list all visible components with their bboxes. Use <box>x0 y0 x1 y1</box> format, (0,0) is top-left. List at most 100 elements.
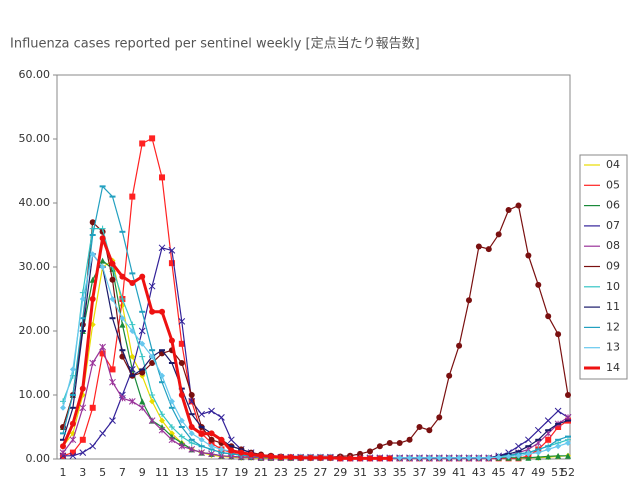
x-tick-label: 33 <box>373 466 387 479</box>
x-tick-label: 17 <box>214 466 228 479</box>
marker <box>139 340 146 347</box>
marker <box>188 446 196 453</box>
marker <box>129 328 136 334</box>
marker <box>188 430 195 437</box>
x-tick-label: 7 <box>119 466 126 479</box>
legend-label: 08 <box>606 239 620 252</box>
marker <box>208 430 215 437</box>
marker <box>505 453 512 460</box>
marker <box>227 436 235 444</box>
marker <box>168 436 176 444</box>
marker <box>119 391 126 399</box>
marker <box>119 394 126 402</box>
marker <box>139 140 146 147</box>
marker <box>89 296 96 302</box>
series-line <box>62 185 569 459</box>
series-line <box>62 205 569 458</box>
y-tick-label: 40.00 <box>19 196 51 209</box>
marker <box>109 378 116 386</box>
x-tick-label: 27 <box>313 466 327 479</box>
marker <box>218 436 225 443</box>
marker <box>159 174 166 181</box>
marker <box>139 369 146 376</box>
marker <box>60 443 66 450</box>
y-tick-label: 20.00 <box>19 324 51 337</box>
marker <box>555 443 562 450</box>
marker <box>159 417 166 424</box>
marker <box>545 313 552 320</box>
marker <box>129 321 136 328</box>
marker <box>148 282 156 290</box>
marker <box>99 430 106 437</box>
marker <box>178 442 186 450</box>
legend-label: 13 <box>606 341 620 354</box>
marker <box>69 436 77 444</box>
marker <box>386 455 393 462</box>
legend-label: 05 <box>606 178 620 191</box>
marker <box>525 436 532 444</box>
x-tick-label: 51 <box>551 466 565 479</box>
y-tick-label: 10.00 <box>19 388 51 401</box>
marker <box>148 417 156 424</box>
marker <box>149 353 156 360</box>
marker <box>564 414 572 421</box>
marker <box>495 231 502 238</box>
marker <box>495 454 502 461</box>
marker <box>149 135 156 142</box>
marker <box>59 452 67 460</box>
marker <box>99 235 106 242</box>
x-tick-label: 47 <box>511 466 525 479</box>
marker <box>248 451 255 458</box>
marker <box>119 321 126 328</box>
marker <box>545 453 552 460</box>
marker <box>89 404 96 411</box>
marker <box>208 440 215 446</box>
x-tick-label: 52 <box>561 466 575 479</box>
marker <box>376 455 383 462</box>
marker <box>60 404 66 411</box>
marker <box>188 440 195 446</box>
marker <box>416 424 423 430</box>
legend-label: 10 <box>606 280 620 293</box>
marker <box>555 424 562 430</box>
marker <box>129 193 136 200</box>
marker <box>258 452 265 459</box>
x-tick-label: 35 <box>393 466 407 479</box>
marker <box>168 398 175 405</box>
marker <box>475 243 482 250</box>
marker <box>109 260 116 267</box>
marker <box>79 296 86 302</box>
marker <box>565 440 571 446</box>
marker <box>198 431 205 438</box>
marker <box>426 427 433 434</box>
chart-title: Influenza cases reported per sentinel we… <box>10 37 420 52</box>
marker <box>129 353 136 360</box>
marker <box>99 225 106 232</box>
marker <box>89 219 96 226</box>
marker <box>208 407 215 415</box>
x-tick-label: 15 <box>195 466 209 479</box>
marker <box>297 454 304 461</box>
marker <box>109 296 116 302</box>
marker <box>396 454 403 461</box>
series-line <box>62 260 568 459</box>
x-tick-label: 45 <box>492 466 506 479</box>
marker <box>149 308 156 315</box>
marker <box>208 443 215 450</box>
marker <box>307 454 314 461</box>
marker <box>416 454 423 461</box>
marker <box>327 454 334 461</box>
marker <box>317 454 324 461</box>
marker <box>99 257 106 264</box>
marker <box>238 449 245 456</box>
marker <box>139 273 146 280</box>
marker <box>565 452 571 459</box>
legend-label: 06 <box>606 199 620 212</box>
marker <box>79 385 86 392</box>
legend-label: 04 <box>606 158 620 171</box>
marker <box>129 280 136 286</box>
marker <box>267 453 274 460</box>
x-tick-label: 23 <box>274 466 288 479</box>
x-tick-label: 1 <box>60 466 67 479</box>
